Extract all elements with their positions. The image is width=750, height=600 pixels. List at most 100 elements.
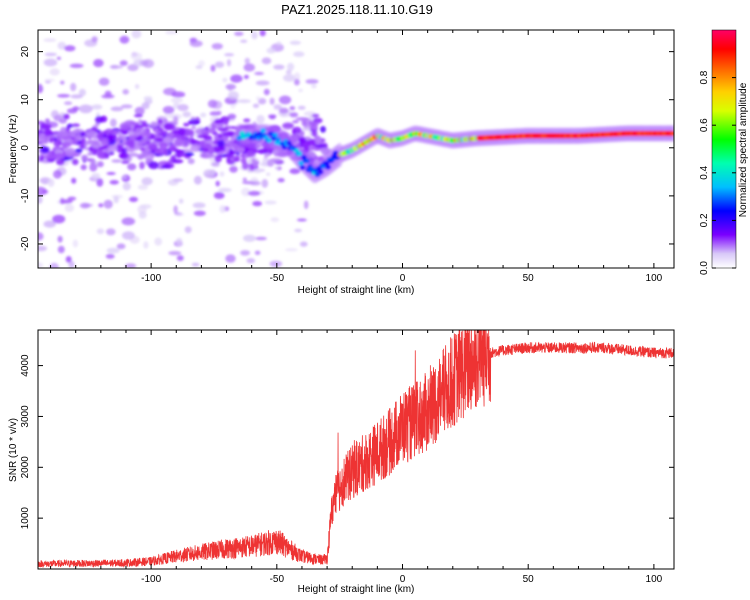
spectrogram-blob (179, 198, 184, 204)
spectrogram-blob (47, 178, 55, 187)
spectrogram-blob (112, 130, 119, 135)
x-tick-label: -100 (141, 574, 161, 585)
spectrogram-blob (261, 179, 269, 188)
y-tick-label: -20 (20, 236, 31, 251)
spectrogram-blob (256, 96, 261, 101)
snr-ticks: -100 -50 0 50 100 1000 2000 3000 4000 (20, 330, 674, 585)
spectrogram-blob (119, 60, 128, 66)
spectrogram-blob (38, 262, 44, 268)
spectrogram-blob (119, 35, 130, 44)
spectrogram-blob (105, 253, 115, 259)
spectrogram-blob (71, 123, 80, 127)
colorbar-ticks: 0.0 0.2 0.4 0.6 0.8 (699, 70, 736, 275)
spectrogram-blob (57, 235, 63, 243)
spectrogram-blob (57, 245, 65, 254)
spectrogram-blob (315, 136, 321, 145)
spectrogram-blob (182, 139, 189, 147)
spectrogram-blob (60, 80, 65, 85)
spectrogram-blob (185, 152, 195, 156)
spectrogram-ridge-mark (296, 151, 303, 157)
spectrogram-blob (314, 144, 327, 148)
spectrogram-blob (249, 181, 261, 186)
spectrogram-blob (142, 59, 154, 68)
spectrogram-blob (190, 144, 201, 152)
spectrogram-blob (225, 254, 236, 263)
spectrogram-blob (106, 247, 120, 254)
spectrogram-blob (155, 147, 166, 155)
y-tick-label: 4000 (20, 354, 31, 377)
spectrogram-blob (98, 77, 110, 86)
spectrogram-blob (254, 71, 264, 76)
spectrogram-blob (49, 137, 54, 143)
spectrogram-blob (227, 113, 237, 120)
spectrogram-blob (38, 232, 44, 241)
spectrogram-blob (230, 74, 243, 83)
spectrogram-blob (70, 94, 83, 99)
spectrogram-blob (259, 30, 266, 37)
spectrogram-blob (43, 154, 56, 160)
spectrogram-blob (134, 106, 145, 116)
spectrogram-blob (210, 64, 216, 72)
spectrogram-blob (106, 172, 116, 175)
spectrogram-blob (64, 101, 73, 105)
spectrogram-blob (96, 178, 104, 187)
spectrogram-blob (168, 251, 182, 256)
spectrogram-blob (119, 153, 128, 159)
x-tick-label: 50 (523, 574, 535, 585)
spectrogram-blob (43, 58, 58, 67)
colorbar-tick-label: 0.2 (699, 213, 710, 227)
spectrogram-blob (276, 41, 282, 46)
spectrogram-blob (145, 157, 154, 161)
spectrogram-blob (59, 197, 65, 205)
spectrogram-blob (101, 94, 115, 99)
spectrogram-blob (109, 180, 119, 185)
spectrogram-blob (133, 114, 143, 118)
x-tick-label: 100 (646, 574, 663, 585)
spectrogram-blob (95, 115, 104, 124)
spectrogram-blob (269, 116, 276, 120)
spectrogram-blob (211, 43, 223, 50)
spectrogram-blob (311, 84, 317, 89)
spectrogram-blob (57, 94, 71, 98)
spectrogram-blob (193, 210, 206, 217)
spectrogram-blob (101, 139, 109, 147)
spectrogram-blob (312, 113, 320, 118)
spectrogram-blob (269, 97, 275, 105)
spectrogram-blob (141, 177, 153, 186)
spectrogram-blob (38, 196, 43, 204)
spectrogram-blob (71, 158, 79, 166)
spectrogram-blob (207, 99, 218, 109)
spectrogram-blob (127, 129, 135, 136)
spectrogram-blob (148, 161, 160, 170)
spectrogram-blob (246, 150, 254, 157)
spectrogram-blob (289, 106, 296, 111)
spectrogram-blob (214, 154, 222, 163)
spectrogram-blob (165, 30, 178, 35)
spectrogram-blob (91, 36, 98, 43)
spectrogram-blob (174, 138, 184, 146)
spectrogram-blob (56, 160, 65, 165)
colorbar: 0.0 0.2 0.4 0.6 0.8 Normalized spectral ampl… (699, 29, 749, 275)
spectrogram-blob (309, 125, 318, 132)
spectrogram-blob (44, 52, 57, 57)
spectrogram-blob (43, 220, 56, 228)
spectrogram-blob (289, 112, 299, 118)
spectrogram-blob (289, 168, 301, 175)
spectrogram-blob (129, 121, 140, 126)
spectrogram-blob (38, 136, 46, 143)
spectrogram-blob (240, 39, 248, 43)
spectrogram-blob (103, 148, 109, 152)
spectrogram-blob (217, 139, 225, 148)
spectrogram-blob (202, 131, 210, 136)
spectrogram-blob (63, 113, 70, 120)
spectrogram-blob (237, 147, 245, 153)
spectrogram-blob (285, 248, 298, 252)
spectrogram-blob (107, 134, 113, 142)
x-tick-label: -100 (141, 273, 161, 284)
spectrogram-blob (107, 145, 118, 152)
y-tick-label: 20 (20, 46, 31, 58)
spectrogram-blob (206, 153, 216, 158)
spectrogram-blob (296, 218, 307, 222)
spectrogram-blob (137, 156, 143, 160)
spectrogram-blob (189, 40, 203, 47)
